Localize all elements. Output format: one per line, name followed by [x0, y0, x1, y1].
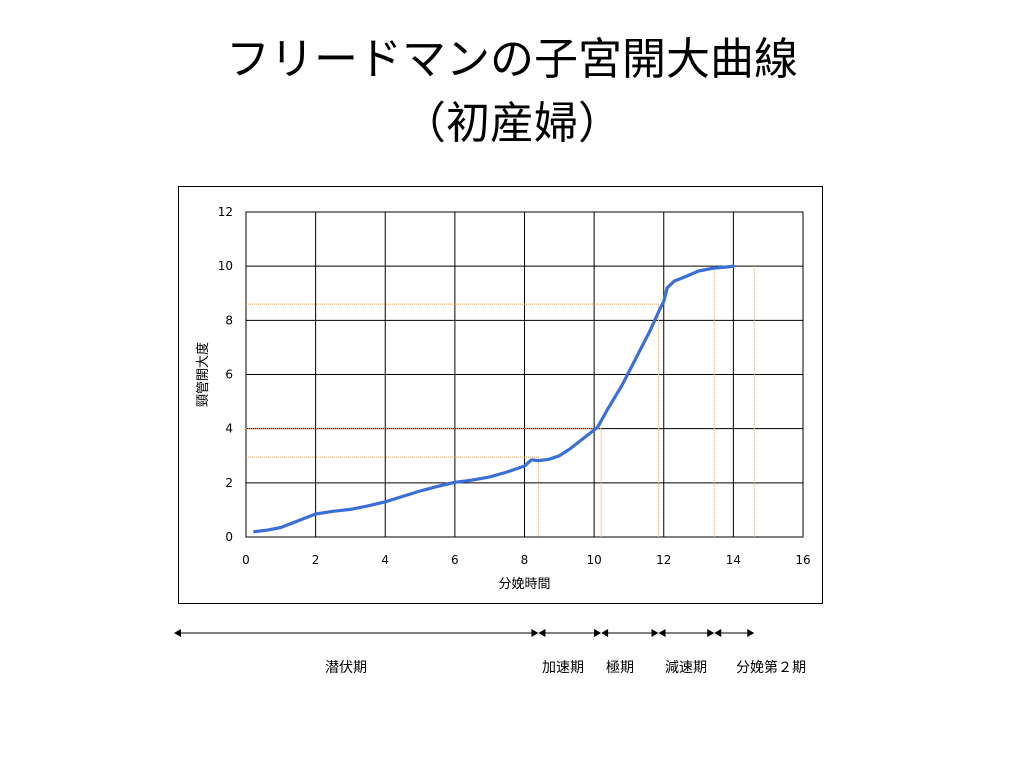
chart-frame: 0 2 4 6 8 10 12 14 16 0 2 4 6 8 10 12 分娩時間 頸管開大度	[178, 186, 823, 604]
phase-arrowhead-left	[601, 629, 609, 637]
phase-arrowhead-left	[538, 629, 546, 637]
phase-label: 加速期	[542, 660, 584, 676]
phase-arrowhead-left	[658, 629, 666, 637]
title-line-1: フリードマンの子宮開大曲線	[226, 34, 798, 85]
x-tick-label: 2	[312, 553, 320, 567]
y-tick-label: 8	[225, 313, 233, 327]
phase-arrowhead-left	[174, 629, 181, 637]
phase-arrowhead-right	[531, 629, 539, 637]
y-tick-label: 4	[225, 422, 233, 436]
y-tick-label: 6	[225, 368, 233, 382]
x-axis-label: 分娩時間	[498, 577, 550, 592]
y-tick-label: 10	[218, 259, 233, 273]
x-tick-label: 0	[242, 553, 250, 567]
phase-arrowhead-right	[707, 629, 715, 637]
phase-arrowhead-right	[747, 629, 755, 637]
x-tick-label: 8	[521, 553, 529, 567]
x-tick-label: 12	[656, 553, 671, 567]
x-tick-label: 16	[795, 553, 810, 567]
x-tick-label: 6	[451, 553, 459, 567]
phase-label: 潜伏期	[325, 660, 367, 676]
y-tick-label: 12	[218, 205, 233, 219]
phase-label: 分娩第２期	[736, 660, 806, 676]
phase-label: 極期	[606, 660, 634, 676]
y-tick-label: 0	[225, 530, 233, 544]
y-axis-label: 頸管開大度	[195, 342, 211, 407]
phase-arrowhead-right	[651, 629, 659, 637]
y-tick-label: 2	[225, 476, 233, 490]
chart-svg: 0 2 4 6 8 10 12 14 16 0 2 4 6 8 10 12 分娩時間 頸管開大度	[195, 205, 811, 592]
x-tick-label: 4	[381, 553, 389, 567]
x-tick-label: 10	[586, 553, 601, 567]
x-tick-label: 14	[726, 553, 741, 567]
title-line-2: （初産婦）	[402, 98, 622, 149]
dilation-curve	[253, 264, 736, 534]
phase-label: 減速期	[665, 660, 707, 676]
phase-arrowhead-left	[714, 629, 722, 637]
phase-arrowhead-right	[594, 629, 602, 637]
